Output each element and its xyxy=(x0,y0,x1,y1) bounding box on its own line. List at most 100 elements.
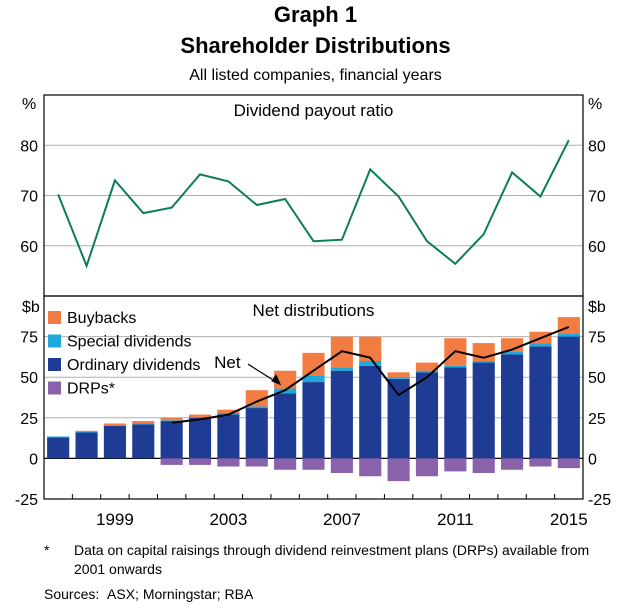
bar-special-dividends xyxy=(160,420,183,422)
bar-ordinary-dividends xyxy=(557,336,580,459)
bar-ordinary-dividends xyxy=(47,437,70,459)
bar-drps xyxy=(529,458,552,467)
footnote-mark: * xyxy=(44,542,50,558)
bar-special-dividends xyxy=(302,375,325,383)
bar-drps xyxy=(217,458,240,467)
x-tick-label: 2007 xyxy=(323,510,361,529)
bar-special-dividends xyxy=(245,406,268,409)
bar-ordinary-dividends xyxy=(444,367,467,459)
payout-ytick-right: 70 xyxy=(588,189,606,206)
graph-note: All listed companies, financial years xyxy=(189,67,442,84)
payout-ytick-left: 70 xyxy=(20,189,38,206)
bar-drps xyxy=(359,458,382,477)
x-tick-label: 2011 xyxy=(437,510,474,529)
bar-special-dividends xyxy=(557,333,580,337)
bar-ordinary-dividends xyxy=(103,425,126,459)
payout-ytick-left: 60 xyxy=(20,239,38,256)
bar-special-dividends xyxy=(529,343,552,347)
net-ytick-right: 0 xyxy=(588,451,597,468)
bar-drps xyxy=(501,458,524,470)
bar-drps xyxy=(444,458,467,472)
net-ytick-right: 50 xyxy=(588,370,606,387)
bar-ordinary-dividends xyxy=(330,370,353,459)
bar-ordinary-dividends xyxy=(274,393,297,459)
bar-special-dividends xyxy=(415,370,439,373)
bar-buybacks xyxy=(359,336,382,361)
bar-ordinary-dividends xyxy=(501,354,524,459)
bar-buybacks xyxy=(75,430,98,432)
payout-unit-left: % xyxy=(22,96,36,113)
bar-ordinary-dividends xyxy=(387,378,410,459)
payout-ytick-right: 60 xyxy=(588,239,606,256)
bar-drps xyxy=(330,458,353,474)
sources: Sources: ASX; Morningstar; RBA xyxy=(44,586,254,602)
bar-special-dividends xyxy=(387,377,410,379)
legend-drps-label: DRPs* xyxy=(67,381,115,398)
bar-drps xyxy=(245,458,268,467)
bar-ordinary-dividends xyxy=(472,362,495,459)
bar-special-dividends xyxy=(472,360,495,363)
bar-ordinary-dividends xyxy=(245,408,268,459)
bar-buybacks xyxy=(415,362,439,371)
bar-ordinary-dividends xyxy=(217,414,240,459)
bar-ordinary-dividends xyxy=(132,424,155,459)
bar-buybacks xyxy=(188,414,212,417)
graph-title: Graph 1 xyxy=(273,2,358,27)
bar-ordinary-dividends xyxy=(529,346,552,459)
net-unit-right: $b xyxy=(588,299,606,316)
bar-drps xyxy=(274,458,297,470)
net-ytick-right: 75 xyxy=(588,330,606,347)
bar-buybacks xyxy=(132,421,155,424)
bar-buybacks xyxy=(160,417,183,421)
bar-drps xyxy=(415,458,439,477)
bar-buybacks xyxy=(103,423,126,426)
bar-buybacks xyxy=(302,352,325,376)
bar-ordinary-dividends xyxy=(415,372,439,459)
bar-drps xyxy=(472,458,495,474)
x-tick-label: 1999 xyxy=(96,510,134,529)
bar-ordinary-dividends xyxy=(75,432,98,459)
net-line xyxy=(171,325,570,424)
bar-special-dividends xyxy=(47,436,70,438)
net-ytick-left: 25 xyxy=(20,411,38,428)
legend-drps-swatch xyxy=(48,381,61,395)
payout-ytick-right: 80 xyxy=(588,138,606,155)
legend-ordinary-dividends-label: Ordinary dividends xyxy=(67,357,200,374)
bar-drps xyxy=(160,458,183,465)
footnote-text: Data on capital raisings through dividen… xyxy=(74,542,590,577)
bar-drps xyxy=(557,458,580,469)
net-ytick-right: 25 xyxy=(588,411,606,428)
net-ytick-left: 50 xyxy=(20,370,38,387)
bar-special-dividends xyxy=(188,416,212,418)
bar-special-dividends xyxy=(103,425,126,426)
net-panel-title: Net distributions xyxy=(253,301,375,320)
payout-ytick-left: 80 xyxy=(20,138,38,155)
bar-special-dividends xyxy=(330,367,353,371)
legend-buybacks-swatch xyxy=(48,311,61,324)
payout-unit-right: % xyxy=(588,96,602,113)
bar-drps xyxy=(188,458,212,465)
x-tick-label: 2003 xyxy=(209,510,247,529)
net-label: Net xyxy=(214,353,241,372)
bar-ordinary-dividends xyxy=(302,382,325,459)
bar-ordinary-dividends xyxy=(160,421,183,459)
bar-special-dividends xyxy=(359,360,382,366)
bar-drps xyxy=(387,458,410,482)
payout-panel-title: Dividend payout ratio xyxy=(234,101,394,120)
net-arrow-head xyxy=(271,374,282,386)
net-unit-left: $b xyxy=(22,299,40,316)
payout-ratio-line xyxy=(57,139,570,269)
bar-special-dividends xyxy=(501,351,524,355)
legend-special-dividends-swatch xyxy=(48,334,61,348)
x-tick-label: 2015 xyxy=(550,510,588,529)
net-ytick-left: -25 xyxy=(15,492,38,509)
bar-ordinary-dividends xyxy=(188,417,212,459)
bar-buybacks xyxy=(245,390,268,407)
bar-ordinary-dividends xyxy=(359,365,382,459)
bar-buybacks xyxy=(217,409,240,413)
graph-subtitle: Shareholder Distributions xyxy=(180,33,451,58)
legend-special-dividends-label: Special dividends xyxy=(67,334,192,351)
legend-buybacks-label: Buybacks xyxy=(67,310,136,327)
